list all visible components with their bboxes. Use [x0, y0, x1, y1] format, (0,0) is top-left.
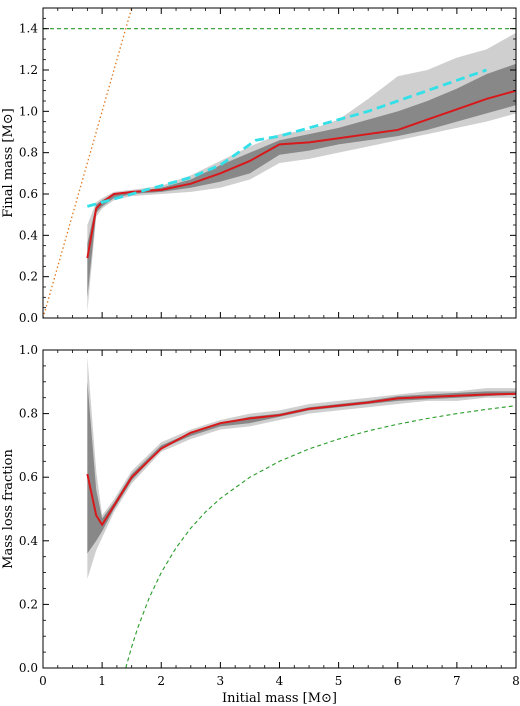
final-mass-ytick-label: 1.0 — [19, 104, 38, 118]
mass-loss-series-0 — [86, 392, 516, 526]
mass-loss-ytick-label: 0.2 — [19, 597, 38, 611]
final-mass-series-0 — [86, 89, 516, 259]
final-mass-ytick-label: 0.6 — [19, 187, 38, 201]
final-mass-band-0 — [87, 32, 516, 312]
mass-loss-ytick-label: 0.6 — [19, 470, 38, 484]
final-mass-x-ticks — [42, 8, 517, 318]
mass-loss-series-1 — [125, 405, 516, 668]
mass-loss-xtick-label: 4 — [276, 674, 284, 688]
mass-loss-xtick-label: 8 — [512, 674, 520, 688]
final-mass-y-ticks: 0.0 0.2 0.4 0.6 0.8 1.0 1.2 1.4 — [19, 7, 516, 325]
mass-loss-x-axis-label: Initial mass [M⊙] — [222, 691, 337, 706]
mass-loss-xtick-label: 1 — [98, 674, 106, 688]
mass-loss-y-axis-label: Mass loss fraction — [1, 449, 16, 569]
mass-loss-xtick-label: 6 — [394, 674, 402, 688]
mass-loss-xtick-label: 5 — [335, 674, 343, 688]
final-mass-plot-area — [43, 8, 516, 318]
mass-loss-band-0 — [87, 356, 516, 579]
final-mass-ytick-label: 1.2 — [19, 63, 38, 77]
mass-loss-x-ticks: 0 1 2 3 4 5 6 7 8 — [39, 350, 520, 688]
final-mass-ytick-label: 0.4 — [19, 228, 38, 242]
final-mass-ytick-label: 0.2 — [19, 270, 38, 284]
mass-loss-ytick-label: 0.4 — [19, 534, 38, 548]
mass-loss-ytick-label: 0.8 — [19, 407, 38, 421]
mass-loss-ytick-label: 1.0 — [19, 343, 38, 357]
mass-loss-fraction-panel: 0 1 2 3 4 5 6 7 8 0.0 0.2 0.4 0.6 0.8 1.0 Mass loss fra… — [1, 343, 520, 706]
final-mass-series-3 — [43, 8, 133, 318]
final-mass-y-axis-label: Final mass [M⊙] — [1, 108, 16, 218]
final-mass-panel: 0.0 0.2 0.4 0.6 0.8 1.0 1.2 1.4 Final mass [M⊙] — [1, 7, 517, 325]
mass-loss-xtick-label: 0 — [39, 674, 47, 688]
final-mass-ytick-label: 0.8 — [19, 146, 38, 160]
mass-loss-xtick-label: 3 — [217, 674, 225, 688]
mass-loss-y-ticks: 0.0 0.2 0.4 0.6 0.8 1.0 — [19, 343, 516, 675]
final-mass-band-1 — [87, 63, 516, 298]
final-mass-ytick-label: 0.0 — [19, 311, 38, 325]
final-mass-series-1 — [86, 68, 487, 208]
mass-loss-xtick-label: 2 — [157, 674, 165, 688]
mass-loss-plot-area — [86, 356, 516, 668]
final-mass-ytick-label: 1.4 — [19, 22, 38, 36]
mass-loss-ytick-label: 0.0 — [19, 661, 38, 675]
mass-loss-xtick-label: 7 — [453, 674, 461, 688]
